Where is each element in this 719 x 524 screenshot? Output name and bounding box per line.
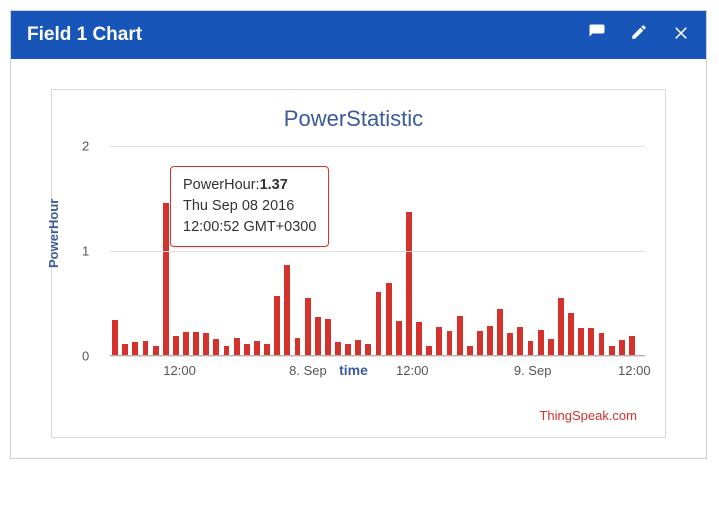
chart-body: PowerStatistic PowerHour 01212:008. Sep1…	[11, 59, 706, 458]
y-axis-label: PowerHour	[46, 199, 61, 268]
chart-inner: PowerStatistic PowerHour 01212:008. Sep1…	[51, 89, 666, 438]
x-axis-label: time	[62, 362, 645, 378]
tooltip-value: 1.37	[260, 177, 288, 193]
x-tick-label: 9. Sep	[514, 363, 552, 378]
attribution-link[interactable]: ThingSpeak.com	[62, 408, 637, 423]
bar[interactable]	[315, 317, 321, 356]
comment-icon[interactable]	[588, 23, 606, 47]
close-icon[interactable]	[672, 23, 690, 47]
gridline	[110, 251, 645, 252]
bar[interactable]	[284, 265, 290, 356]
x-tick-label: 12:00	[163, 363, 196, 378]
bar[interactable]	[457, 316, 463, 356]
bar[interactable]	[183, 332, 189, 356]
bar[interactable]	[112, 320, 118, 356]
bar[interactable]	[234, 338, 240, 356]
bar[interactable]	[376, 292, 382, 356]
bar[interactable]	[487, 326, 493, 356]
bar[interactable]	[254, 341, 260, 356]
edit-icon[interactable]	[630, 23, 648, 47]
bar[interactable]	[629, 336, 635, 356]
panel-header: Field 1 Chart	[11, 11, 706, 59]
bar[interactable]	[325, 319, 331, 356]
bar[interactable]	[355, 340, 361, 356]
bar[interactable]	[517, 327, 523, 356]
chart-panel: Field 1 Chart PowerStatistic PowerHour 0…	[10, 10, 707, 459]
bar[interactable]	[436, 327, 442, 356]
bar[interactable]	[416, 322, 422, 356]
bar[interactable]	[305, 298, 311, 356]
bar[interactable]	[588, 328, 594, 356]
bar[interactable]	[386, 283, 392, 357]
bar[interactable]	[143, 341, 149, 356]
panel-actions	[588, 23, 690, 47]
bar[interactable]	[163, 203, 169, 356]
bar[interactable]	[447, 331, 453, 356]
tooltip-date: Thu Sep 08 2016	[183, 198, 294, 214]
bar[interactable]	[599, 333, 605, 356]
tooltip-time: 12:00:52 GMT+0300	[183, 219, 316, 235]
bar[interactable]	[295, 338, 301, 356]
x-tick-label: 12:00	[396, 363, 429, 378]
bar[interactable]	[507, 333, 513, 356]
bar[interactable]	[528, 341, 534, 356]
bar[interactable]	[173, 336, 179, 356]
y-tick-label: 2	[82, 139, 89, 154]
bar[interactable]	[619, 340, 625, 356]
x-tick-label: 8. Sep	[289, 363, 327, 378]
y-tick-label: 0	[82, 349, 89, 364]
gridline	[110, 356, 645, 357]
gridline	[110, 146, 645, 147]
bar[interactable]	[578, 328, 584, 356]
panel-title: Field 1 Chart	[27, 24, 588, 46]
plot-area: 01212:008. Sep12:009. Sep12:00PowerHour:…	[110, 146, 645, 356]
bar[interactable]	[132, 342, 138, 356]
bar[interactable]	[396, 321, 402, 356]
bar[interactable]	[274, 296, 280, 356]
bar[interactable]	[203, 333, 209, 356]
bar[interactable]	[335, 342, 341, 356]
bar[interactable]	[213, 339, 219, 356]
y-tick-label: 1	[82, 244, 89, 259]
tooltip: PowerHour:1.37 Thu Sep 08 2016 12:00:52 GM…	[170, 166, 329, 247]
x-tick-label: 12:00	[618, 363, 651, 378]
bar[interactable]	[193, 332, 199, 356]
chart-title: PowerStatistic	[62, 106, 645, 132]
bar[interactable]	[568, 313, 574, 356]
bar[interactable]	[497, 309, 503, 356]
bar[interactable]	[406, 212, 412, 356]
bar[interactable]	[548, 339, 554, 356]
bar[interactable]	[477, 331, 483, 356]
bar[interactable]	[558, 298, 564, 356]
tooltip-series-label: PowerHour:	[183, 177, 260, 193]
bar[interactable]	[538, 330, 544, 356]
